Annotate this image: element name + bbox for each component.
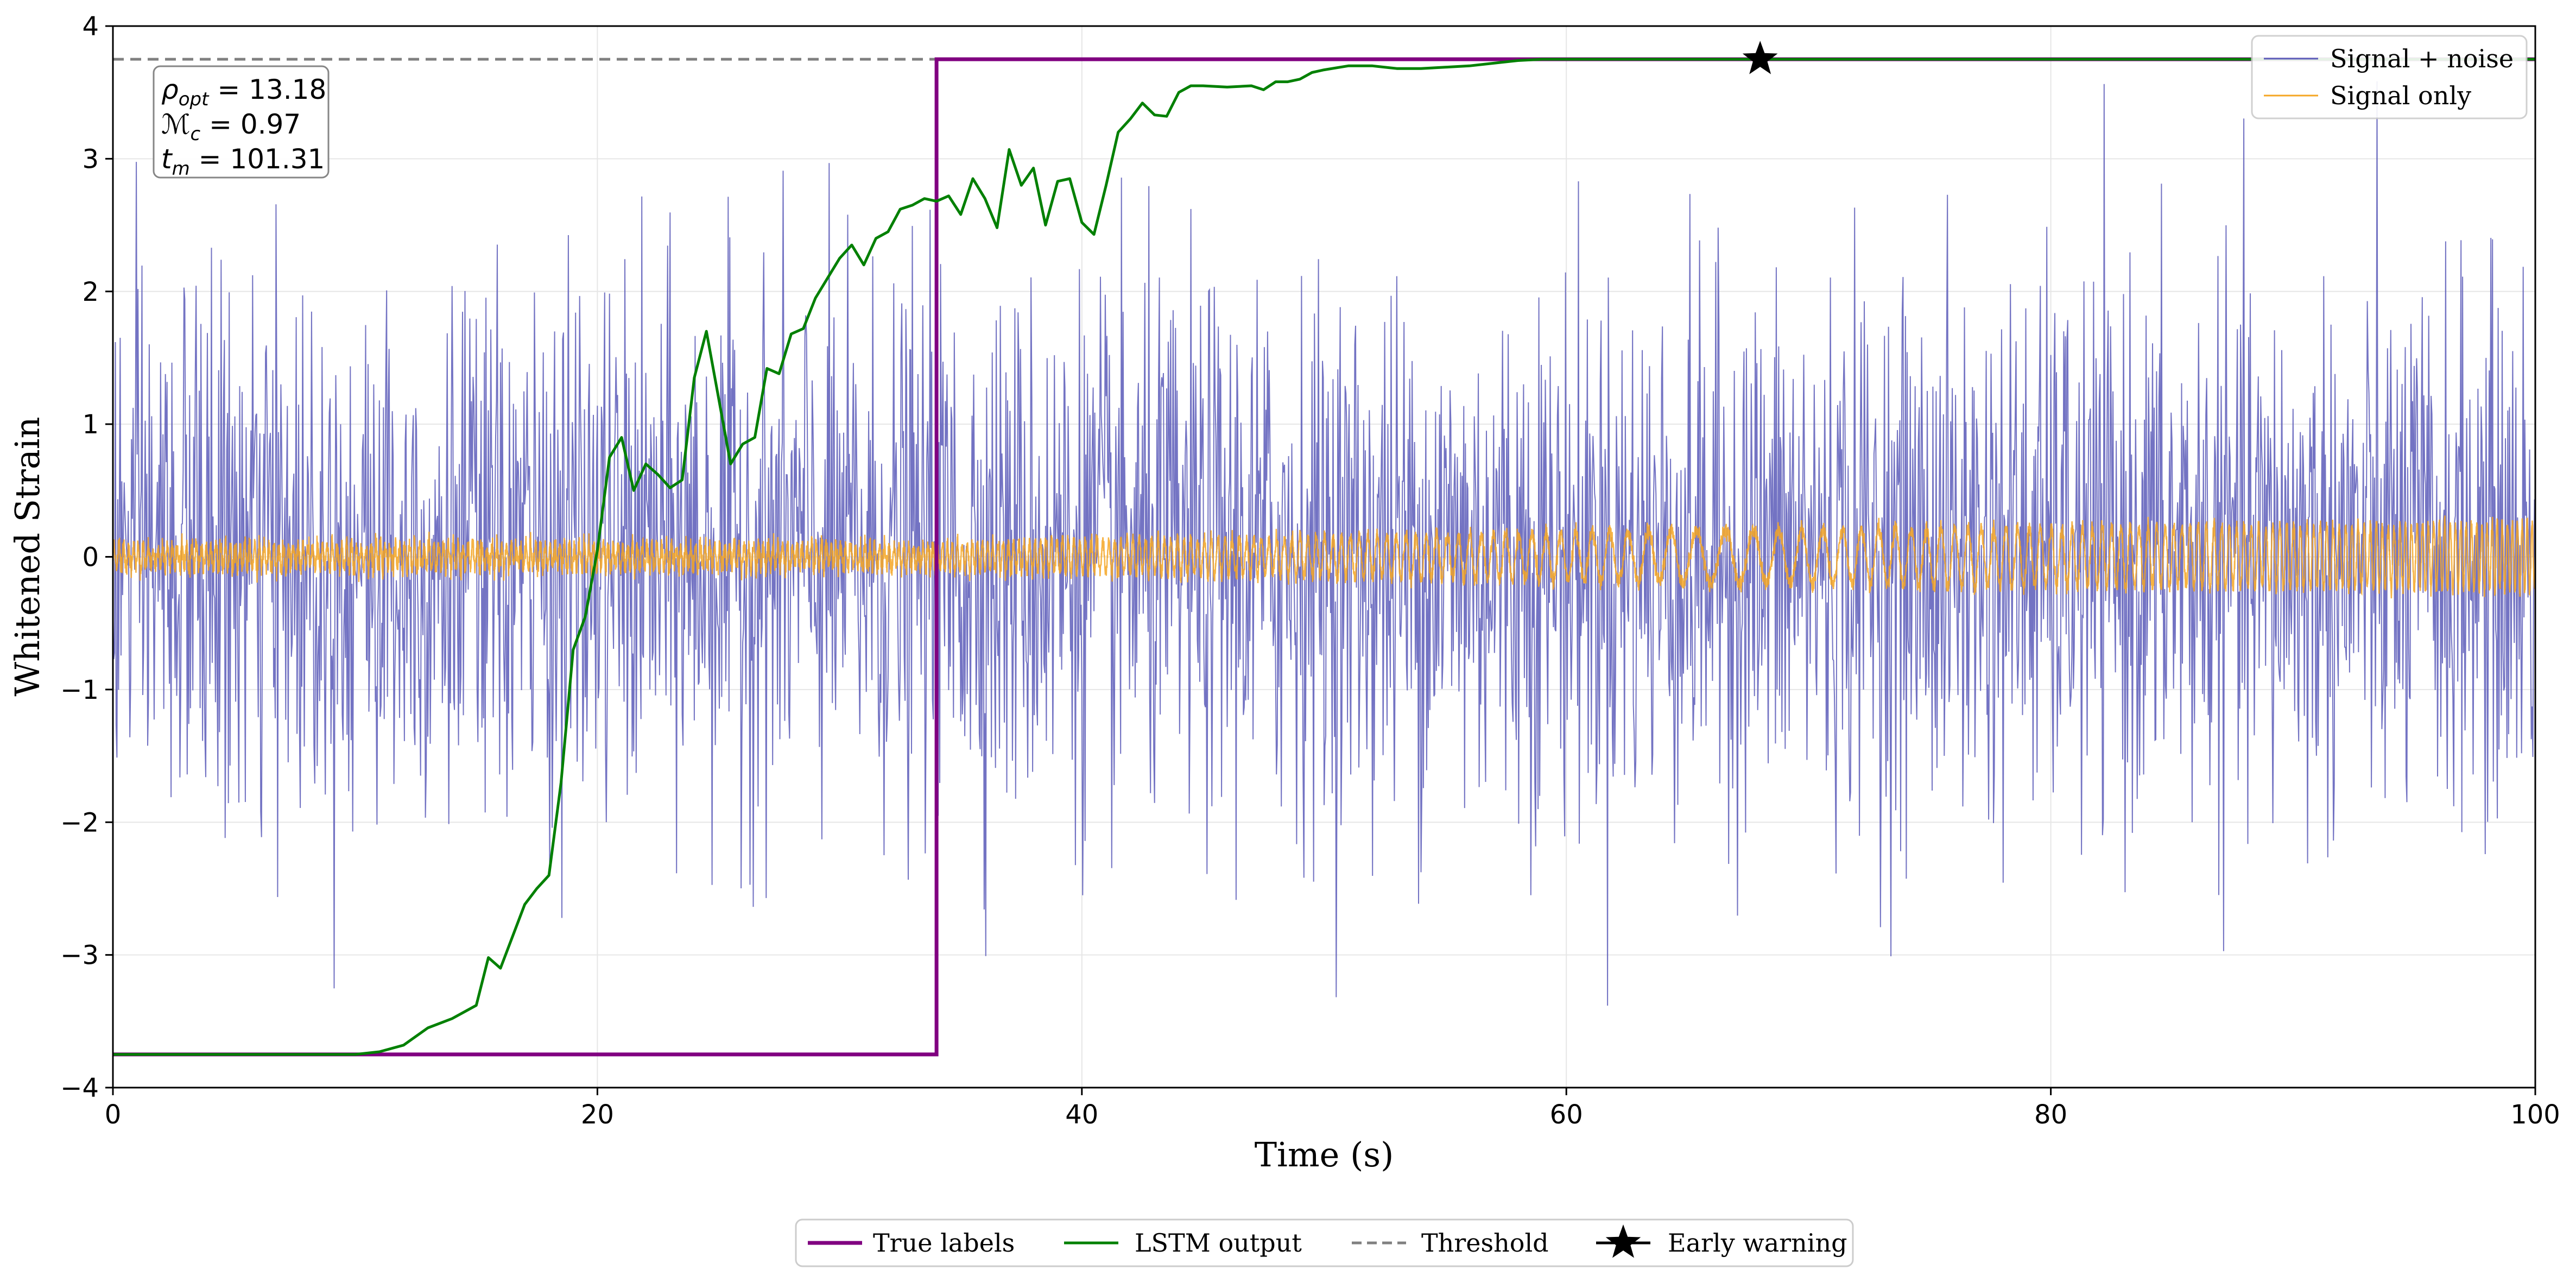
stats-annotation-box: [153, 65, 330, 179]
legend-bottom: True labels LSTM output Threshold Early …: [795, 1218, 1854, 1267]
series-layer: [113, 57, 2535, 1057]
y-tick-label-2: −2: [60, 807, 99, 838]
y-tick-label-7: 3: [82, 144, 99, 174]
y-tick-label-5: 1: [82, 409, 99, 440]
y-tick-label-1: −3: [60, 940, 99, 971]
legend-label-true-labels: True labels: [873, 1228, 1015, 1258]
annotation-merger-time: tm = 101.31: [161, 143, 325, 180]
y-tick-label-3: −1: [60, 675, 99, 705]
stats-annotation: ρopt = 13.18 ℳc = 0.97 tm = 101.31: [153, 65, 330, 180]
legend-label-early-warning: Early warning: [1668, 1228, 1847, 1258]
y-axis-title: Whitened Strain: [8, 417, 47, 697]
legend-label-signal-only: Signal only: [2330, 81, 2471, 110]
x-tick-label-1: 20: [581, 1100, 614, 1130]
y-tick-label-4: 0: [82, 542, 99, 573]
x-axis-title: Time (s): [1255, 1135, 1394, 1174]
y-tick-label-6: 2: [82, 277, 99, 307]
x-tick-label-4: 80: [2034, 1100, 2067, 1130]
legend-bottom-box: [795, 1218, 1854, 1267]
legend-label-signal-noise: Signal + noise: [2330, 44, 2514, 73]
legend-top-box: [2251, 35, 2528, 119]
annotation-rho: ρopt = 13.18: [161, 74, 326, 110]
legend-label-lstm-output: LSTM output: [1135, 1228, 1302, 1258]
x-tick-label-2: 40: [1065, 1100, 1098, 1130]
legend-swatch-early-warning-star: [1605, 1224, 1641, 1258]
series-signal-only: [113, 515, 2535, 599]
early-warning-star-marker: [1742, 41, 1778, 74]
markers-layer: [1742, 41, 1778, 74]
y-tick-label-8: 4: [82, 11, 99, 42]
axes: 0 20 40 60 80 100 −4 −3 −2 −1 0 1 2 3 4: [60, 11, 2560, 1130]
x-tick-label-0: 0: [105, 1100, 122, 1130]
legend-top: Signal + noise Signal only: [2251, 35, 2528, 119]
series-lstm-output: [113, 58, 2535, 1056]
y-tick-label-0: −4: [60, 1073, 99, 1103]
x-tick-label-5: 100: [2510, 1100, 2560, 1130]
legend-label-threshold: Threshold: [1421, 1228, 1549, 1258]
x-tick-label-3: 60: [1550, 1100, 1583, 1130]
annotation-chirp-mass: ℳc = 0.97: [161, 109, 301, 145]
